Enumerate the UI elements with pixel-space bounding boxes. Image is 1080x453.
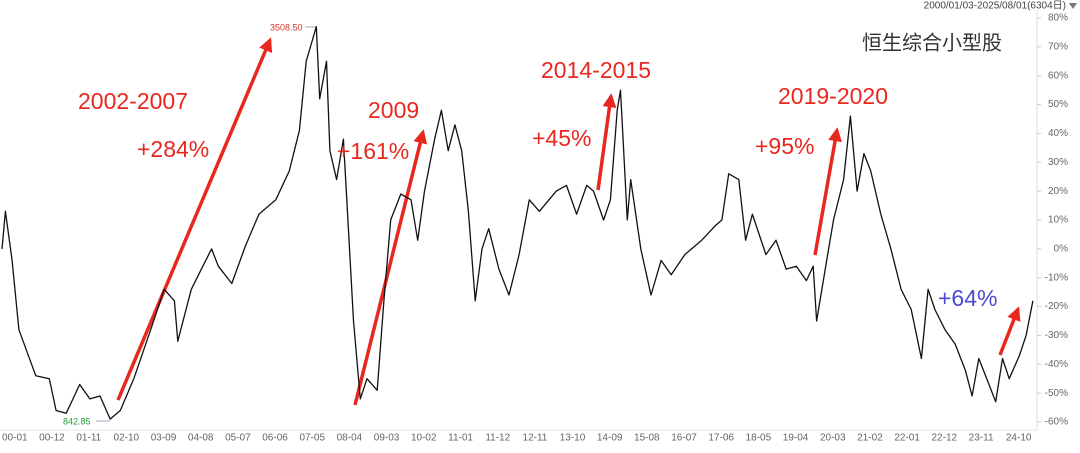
- x-tick-label: 06-06: [262, 433, 288, 444]
- y-tick-label: -60%: [1045, 417, 1068, 428]
- x-tick-label: 18-05: [746, 433, 772, 444]
- x-tick-label: 05-07: [225, 433, 251, 444]
- y-tick-label: 10%: [1048, 215, 1068, 226]
- annotation: +95%: [755, 133, 814, 159]
- annotation: 2002-2007: [78, 88, 188, 114]
- y-tick-label: -50%: [1045, 388, 1068, 399]
- y-tick-label: 20%: [1048, 186, 1068, 197]
- x-tick-label: 00-01: [2, 433, 28, 444]
- x-tick-label: 22-01: [894, 433, 920, 444]
- x-tick-label: 16-07: [671, 433, 697, 444]
- annotation: 842.85: [63, 416, 91, 426]
- date-range: 2000/01/03-2025/08/01(6304日): [924, 1, 1066, 12]
- x-tick-label: 15-08: [634, 433, 660, 444]
- x-tick-label: 19-04: [783, 433, 809, 444]
- annotation: +45%: [532, 125, 591, 151]
- annotation: +64%: [938, 285, 997, 311]
- y-tick-label: -10%: [1045, 272, 1068, 283]
- y-tick-label: 60%: [1048, 70, 1068, 81]
- y-tick-label: 40%: [1048, 128, 1068, 139]
- x-tick-label: 24-10: [1006, 433, 1032, 444]
- x-tick-label: 07-05: [299, 433, 325, 444]
- x-tick-label: 09-03: [374, 433, 400, 444]
- x-tick-label: 03-09: [151, 433, 177, 444]
- annotation: +161%: [337, 138, 409, 164]
- annotation: 2014-2015: [541, 57, 651, 83]
- x-tick-label: 02-10: [114, 433, 140, 444]
- arrow: [596, 93, 617, 191]
- x-tick-label: 11-01: [448, 433, 473, 444]
- x-tick-label: 17-06: [708, 433, 734, 444]
- x-tick-label: 13-10: [560, 433, 586, 444]
- y-tick-label: 30%: [1048, 157, 1068, 168]
- index-line: [1, 26, 1034, 420]
- arrow: [116, 37, 273, 401]
- annotation: 2019-2020: [778, 83, 888, 109]
- x-tick-label: 04-08: [188, 433, 214, 444]
- arrow: [353, 129, 428, 406]
- y-tick-label: 50%: [1048, 99, 1068, 110]
- y-tick-label: 80%: [1048, 13, 1068, 24]
- x-tick-label: 01-11: [76, 433, 101, 444]
- x-tick-label: 00-12: [39, 433, 65, 444]
- dropdown-icon[interactable]: [1069, 3, 1077, 9]
- annotation: 2009: [368, 97, 419, 123]
- y-tick-label: -40%: [1045, 359, 1068, 370]
- x-tick-label: 23-11: [969, 433, 994, 444]
- annotation: 3508.50: [270, 22, 303, 32]
- y-tick-label: -30%: [1045, 330, 1068, 341]
- arrow: [813, 127, 842, 256]
- chart-title: 恒生综合小型股: [862, 31, 1002, 54]
- y-tick-label: 0%: [1054, 243, 1069, 254]
- arrows: [116, 37, 1021, 406]
- arrow: [998, 306, 1021, 356]
- x-tick-label: 08-04: [337, 433, 363, 444]
- x-tick-label: 22-12: [932, 433, 958, 444]
- y-tick-label: -20%: [1045, 301, 1068, 312]
- x-tick-label: 21-02: [857, 433, 883, 444]
- x-tick-label: 11-12: [485, 433, 510, 444]
- x-tick-label: 12-11: [523, 433, 548, 444]
- y-tick-label: 70%: [1048, 41, 1068, 52]
- x-tick-label: 14-09: [597, 433, 623, 444]
- annotation: +284%: [137, 136, 209, 162]
- x-tick-label: 20-03: [820, 433, 846, 444]
- x-tick-label: 10-02: [411, 433, 437, 444]
